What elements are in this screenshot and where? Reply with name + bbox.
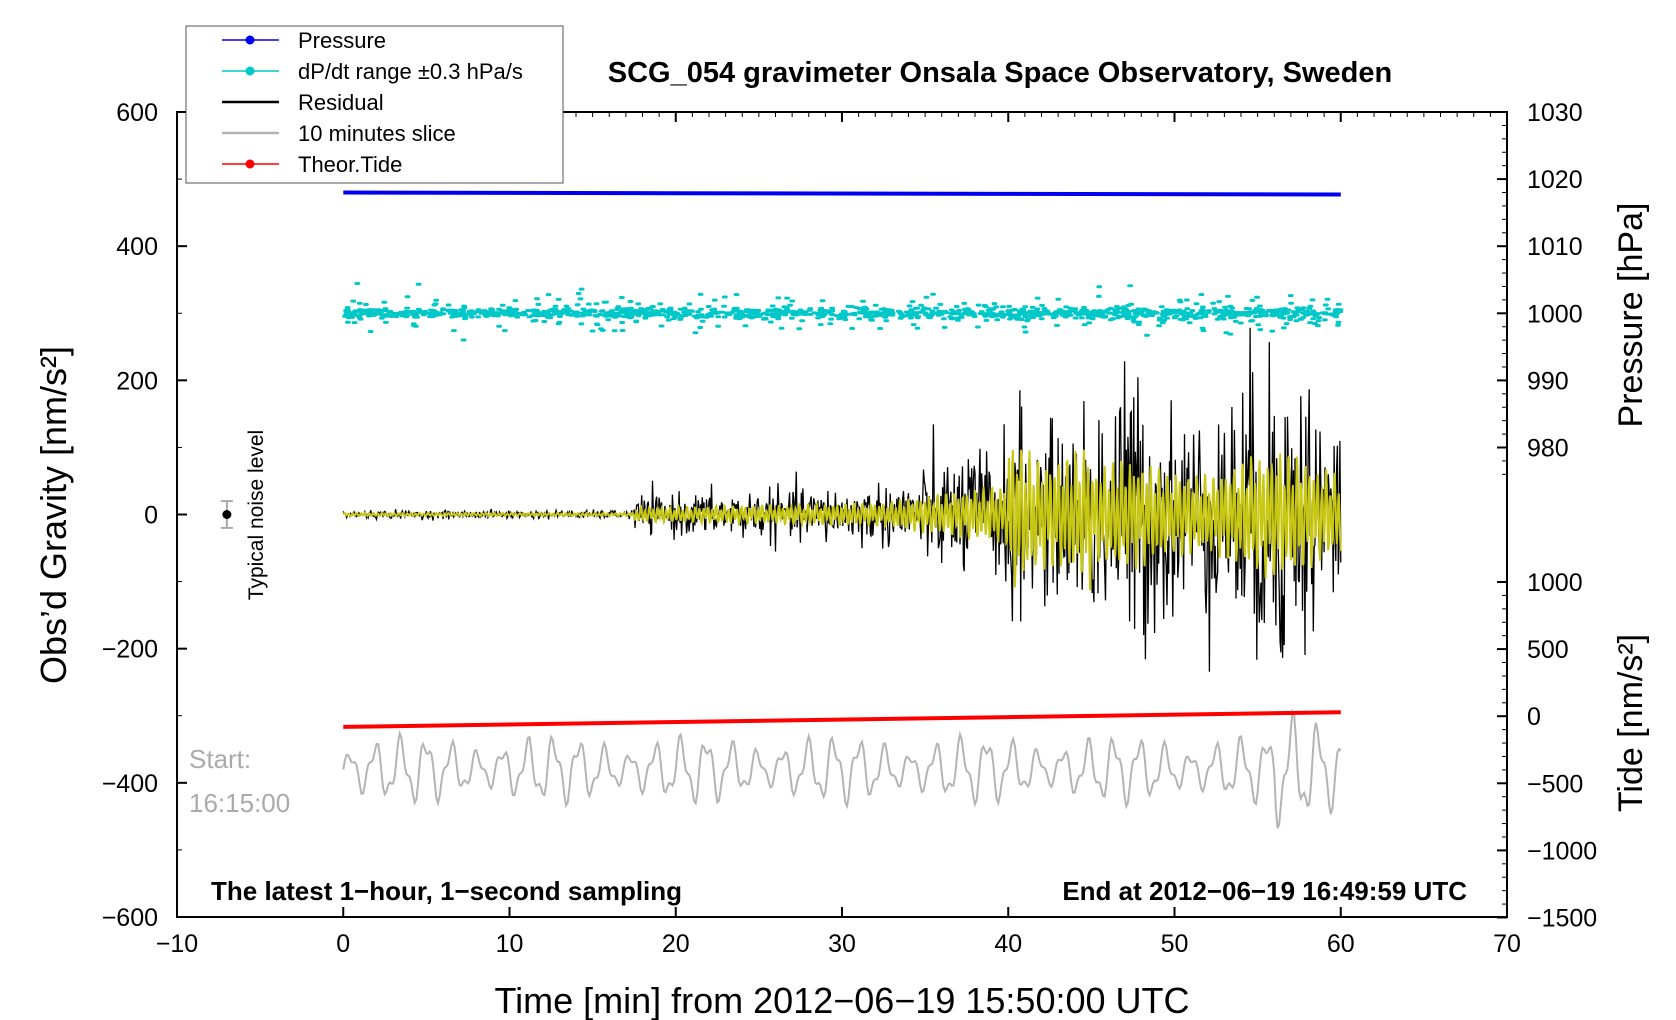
y-tick-label: −600 bbox=[102, 904, 158, 932]
y-tick-label: 600 bbox=[116, 99, 158, 127]
chart-title: SCG_054 gravimeter Onsala Space Observat… bbox=[608, 57, 1392, 89]
y-tick-label: −400 bbox=[102, 770, 158, 798]
tide-tick-label: 1000 bbox=[1527, 569, 1583, 597]
legend-label: dP/dt range ±0.3 hPa/s bbox=[298, 59, 523, 84]
pressure-tick-label: 1000 bbox=[1527, 300, 1583, 328]
x-tick-label: 60 bbox=[1327, 930, 1355, 958]
x-tick-label: −10 bbox=[156, 930, 198, 958]
pressure-series bbox=[343, 190, 1341, 197]
pressure-tick-label: 1020 bbox=[1527, 166, 1583, 194]
x-axis-label: Time [min] from 2012−06−19 15:50:00 UTC bbox=[494, 980, 1189, 1020]
pressure-tick-label: 990 bbox=[1527, 367, 1569, 395]
y-tick-label: 200 bbox=[116, 367, 158, 395]
x-tick-label: 50 bbox=[1161, 930, 1189, 958]
start-time-label: 16:15:00 bbox=[189, 788, 290, 818]
y-tick-label: 400 bbox=[116, 233, 158, 261]
y-tick-label: 0 bbox=[144, 502, 158, 530]
legend-label: Residual bbox=[298, 90, 384, 115]
legend: Pressure dP/dt range ±0.3 hPa/s Residual 10… bbox=[185, 25, 564, 184]
tide-tick-label: −1000 bbox=[1527, 837, 1597, 865]
legend-marker bbox=[245, 35, 255, 45]
start-label: Start: bbox=[189, 744, 251, 774]
legend-marker bbox=[245, 66, 255, 76]
tide-series bbox=[343, 710, 1341, 729]
tide-tick-label: 500 bbox=[1527, 636, 1569, 664]
legend-marker bbox=[245, 159, 255, 169]
left-axis-ticks: 600 400 200 0 −200 −400 −600 bbox=[102, 99, 187, 932]
noise-point bbox=[222, 510, 232, 519]
legend-label: Theor.Tide bbox=[298, 152, 402, 177]
left-axis-label: Obs’d Gravity [nm/s²] bbox=[33, 346, 74, 684]
pressure-tick-label: 980 bbox=[1527, 435, 1569, 463]
legend-label: 10 minutes slice bbox=[298, 121, 456, 146]
end-note: End at 2012−06−19 16:49:59 UTC bbox=[1062, 876, 1467, 906]
tide-tick-label: 0 bbox=[1527, 703, 1541, 731]
x-tick-label: 40 bbox=[994, 930, 1022, 958]
pressure-tick-label: 1010 bbox=[1527, 233, 1583, 261]
pressure-line bbox=[343, 190, 1341, 197]
noise-marker bbox=[220, 500, 233, 529]
x-tick-label: 0 bbox=[336, 930, 350, 958]
filtered-series bbox=[342, 449, 1342, 591]
pressure-axis-ticks: 1030 1020 1010 1000 990 980 bbox=[1497, 99, 1583, 475]
x-tick-label: 20 bbox=[662, 930, 690, 958]
x-tick-label: 70 bbox=[1493, 930, 1521, 958]
tide-tick-label: −1500 bbox=[1527, 905, 1597, 933]
tide-axis-ticks: 1000 500 0 −500 −1000 −1500 bbox=[1497, 569, 1597, 933]
pressure-axis-label: Pressure [hPa] bbox=[1612, 203, 1650, 428]
dpdt-points bbox=[342, 282, 1344, 342]
pressure-tick-label: 1030 bbox=[1527, 99, 1583, 127]
slice-series bbox=[342, 708, 1342, 829]
filtered-line bbox=[342, 449, 1342, 591]
tide-tick-label: −500 bbox=[1527, 770, 1583, 798]
tide-axis-label: Tide [nm/s²] bbox=[1612, 634, 1650, 812]
dpdt-series bbox=[342, 282, 1344, 342]
latest-note: The latest 1−hour, 1−second sampling bbox=[211, 876, 682, 906]
slice-line bbox=[342, 708, 1342, 829]
noise-label: Typical noise level bbox=[245, 430, 268, 600]
legend-box bbox=[185, 25, 564, 184]
x-tick-label: 30 bbox=[828, 930, 856, 958]
x-tick-label: 10 bbox=[496, 930, 524, 958]
legend-label: Pressure bbox=[298, 28, 386, 53]
y-tick-label: −200 bbox=[102, 636, 158, 664]
tide-line bbox=[343, 710, 1341, 729]
